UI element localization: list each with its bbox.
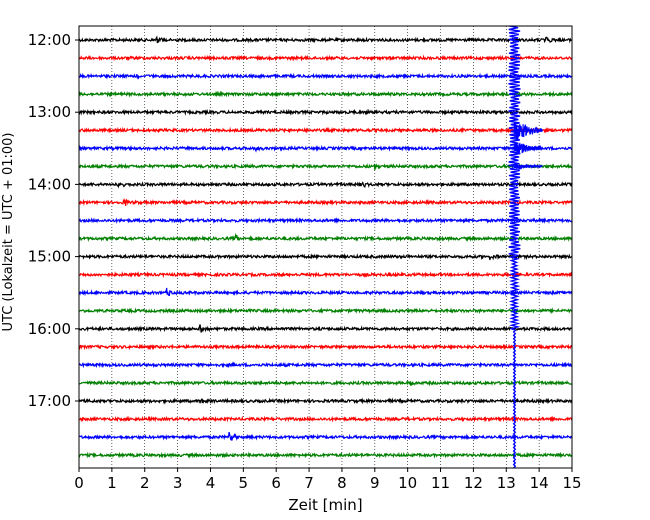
x-tick-label: 1 <box>107 474 117 492</box>
trace-13:00 <box>78 108 573 116</box>
trace-17:15 <box>78 415 573 423</box>
y-tick-label: 13:00 <box>28 103 71 121</box>
x-tick-label: 12 <box>464 474 483 492</box>
trace-12:45 <box>78 90 573 98</box>
trace-14:00 <box>78 180 573 189</box>
trace-12:15 <box>78 54 573 62</box>
trace-15:15 <box>78 271 573 279</box>
trace-14:15 <box>78 197 573 207</box>
x-tick-label: 0 <box>74 474 84 492</box>
event-burst <box>508 25 521 469</box>
trace-17:45 <box>78 451 573 459</box>
y-axis-ticks: 12:00 13:00 14:00 15:00 16:00 17:00 <box>28 31 79 410</box>
trace-12:30 <box>78 72 573 80</box>
trace-13:30 <box>78 144 573 153</box>
y-tick-label: 12:00 <box>28 31 71 49</box>
event-coda <box>513 163 543 170</box>
x-tick-label: 5 <box>239 474 249 492</box>
seismic-traces <box>78 35 573 459</box>
y-tick-label: 17:00 <box>28 392 71 410</box>
x-tick-label: 11 <box>431 474 450 492</box>
trace-15:30 <box>78 287 573 297</box>
x-tick-label: 8 <box>337 474 347 492</box>
major-event-trace <box>508 25 543 469</box>
trace-17:30 <box>78 431 573 442</box>
trace-16:00 <box>78 324 573 333</box>
trace-12:00 <box>78 35 573 44</box>
y-tick-label: 14:00 <box>28 175 71 193</box>
trace-16:15 <box>78 343 573 351</box>
trace-14:45 <box>78 232 573 243</box>
x-tick-label: 6 <box>271 474 281 492</box>
trace-17:00 <box>78 397 573 405</box>
x-tick-label: 15 <box>562 474 581 492</box>
x-tick-label: 3 <box>173 474 183 492</box>
event-coda <box>513 142 543 155</box>
trace-16:45 <box>78 379 573 387</box>
event-coda <box>513 122 543 141</box>
y-axis-label: UTC (Lokalzeit = UTC + 01:00) <box>1 133 16 332</box>
trace-13:45 <box>78 162 573 171</box>
trace-13:15 <box>78 126 573 134</box>
trace-16:30 <box>78 361 573 369</box>
x-tick-label: 10 <box>398 474 417 492</box>
y-tick-label: 15:00 <box>28 248 71 266</box>
trace-15:45 <box>78 307 573 315</box>
x-tick-label: 13 <box>497 474 516 492</box>
x-tick-label: 2 <box>140 474 150 492</box>
y-tick-label: 16:00 <box>28 320 71 338</box>
x-tick-label: 9 <box>370 474 380 492</box>
x-axis-ticks: 0 1 2 3 4 5 6 7 8 9 10 11 12 13 14 15 <box>74 468 582 492</box>
trace-15:00 <box>78 253 573 261</box>
x-axis-label: Zeit [min] <box>288 496 362 514</box>
x-tick-label: 4 <box>206 474 216 492</box>
x-tick-label: 14 <box>530 474 549 492</box>
x-tick-label: 7 <box>304 474 314 492</box>
trace-14:30 <box>78 216 573 225</box>
plot-frame <box>78 25 573 469</box>
